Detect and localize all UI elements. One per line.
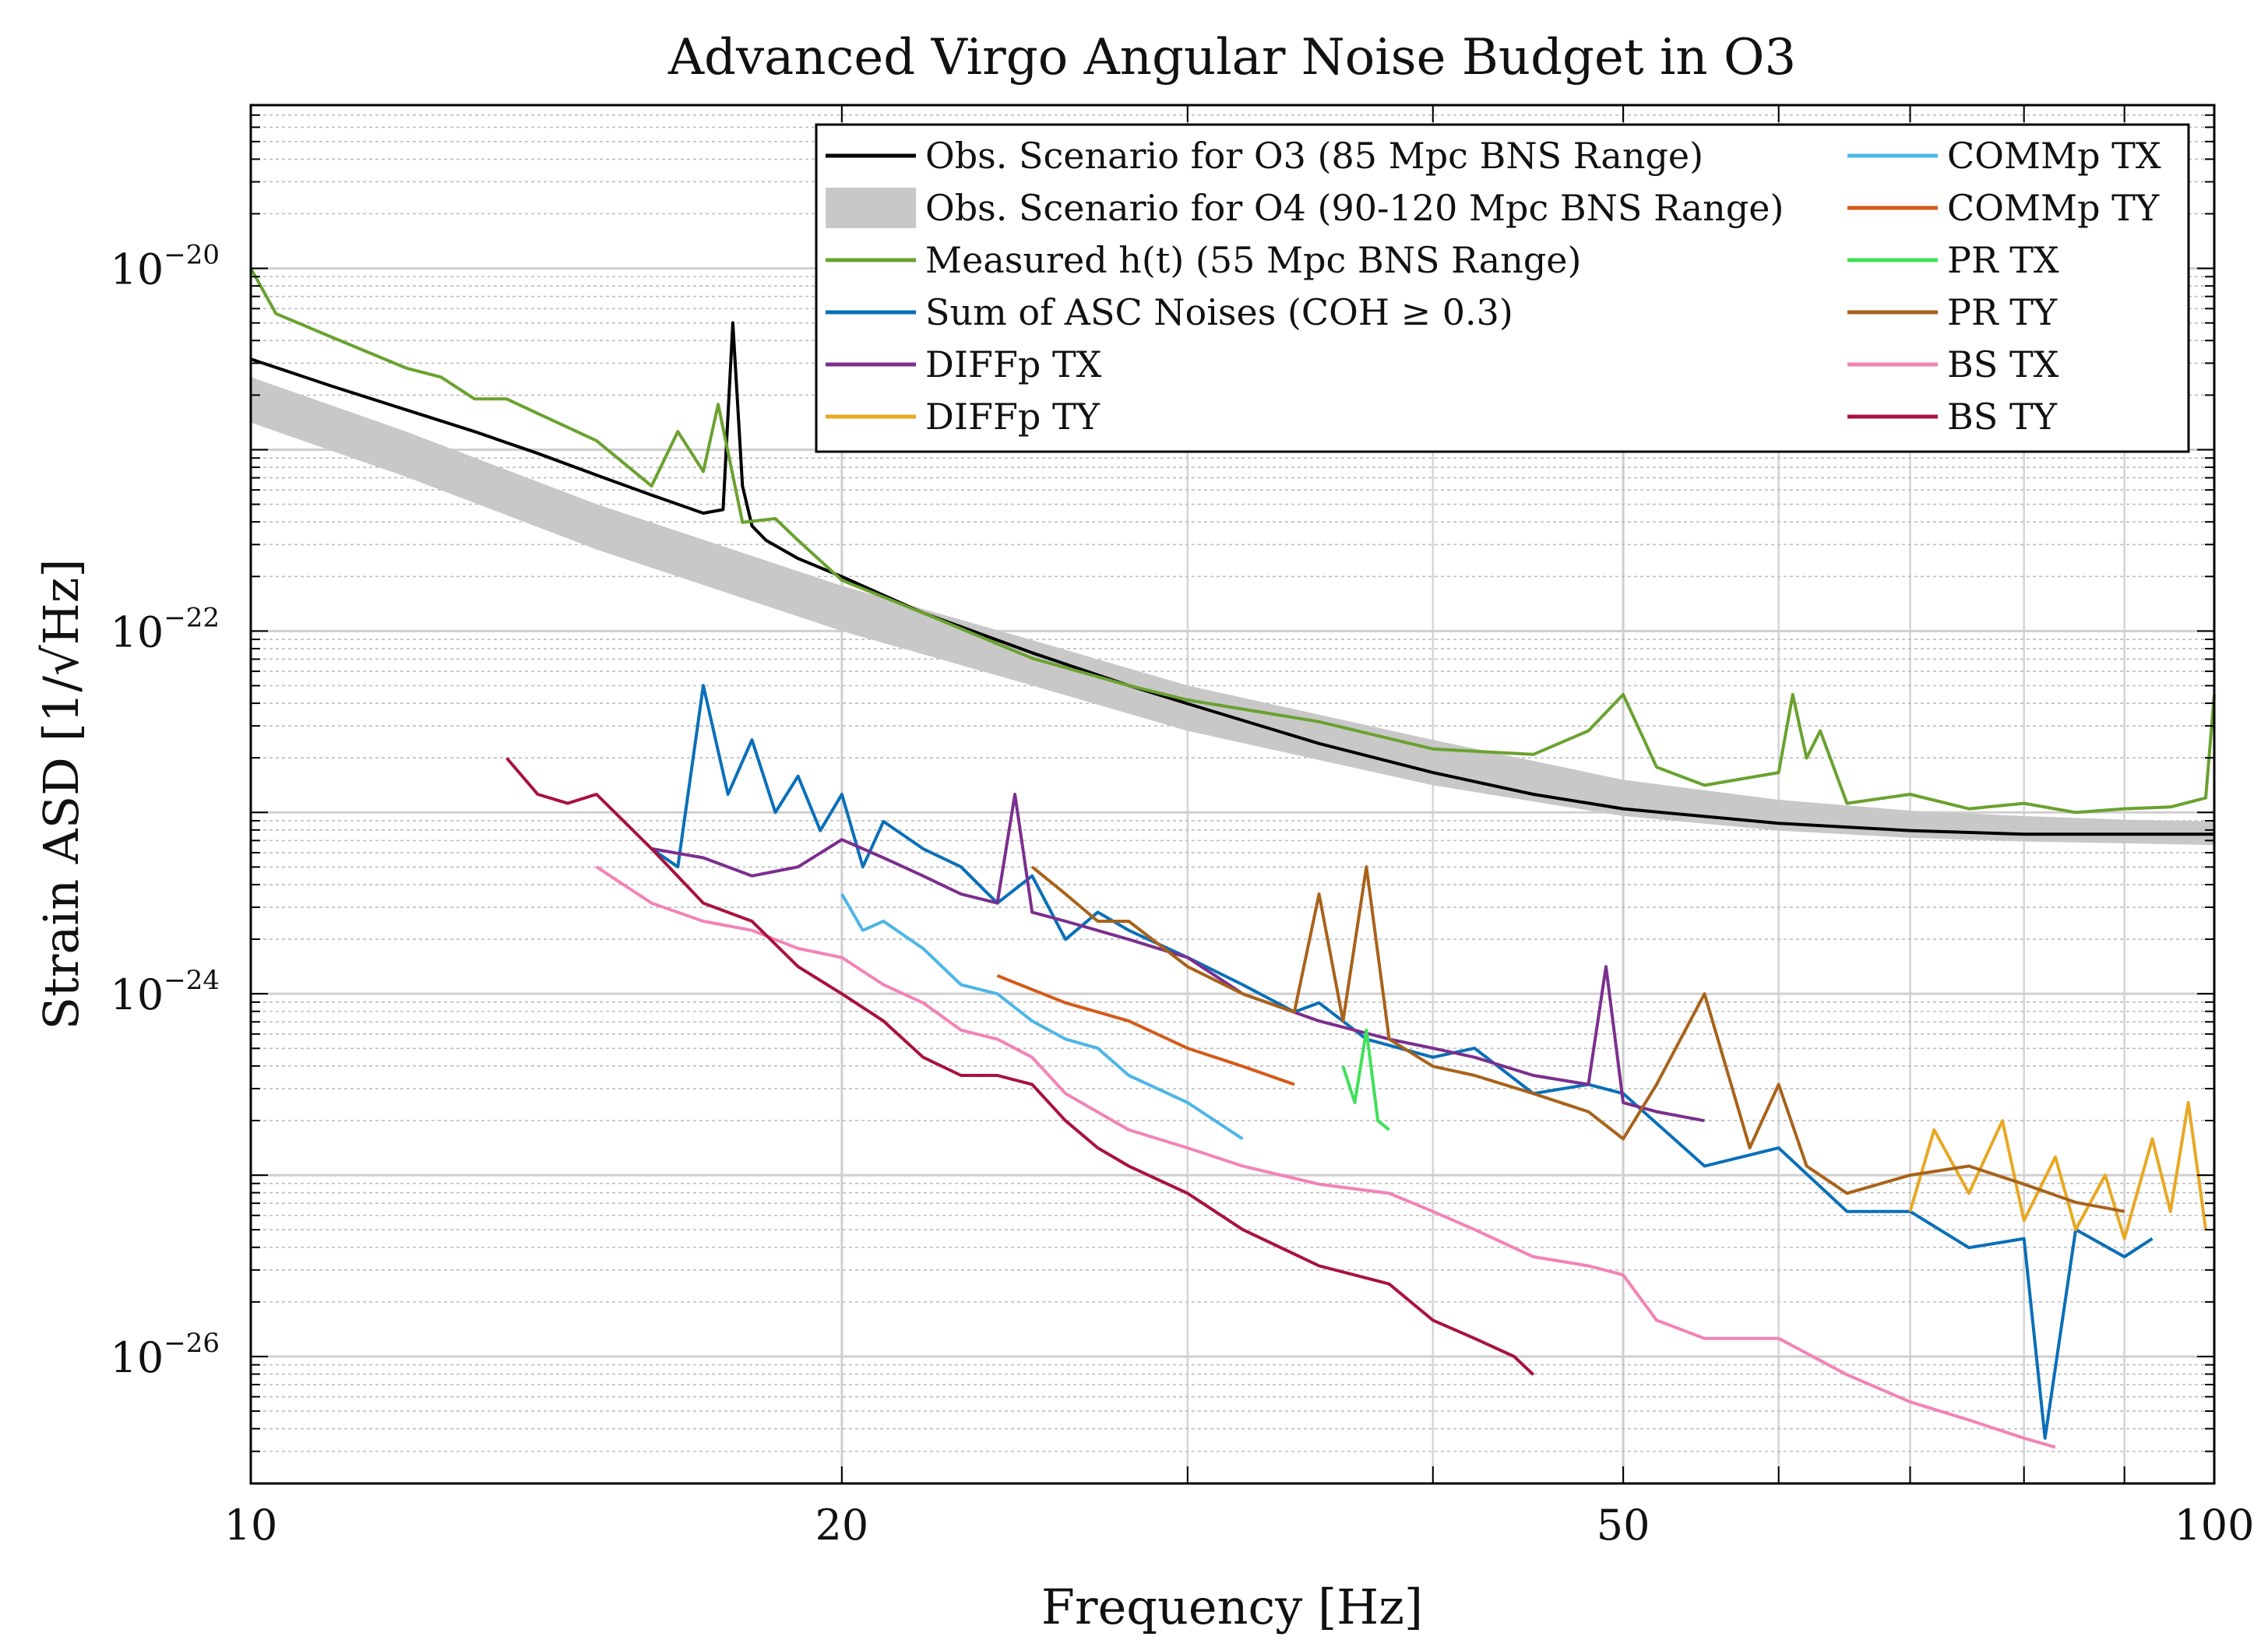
x-tick-label: 20 xyxy=(815,1501,869,1550)
series-line-obs-scenario-for-o3-85-mpc-bns-range xyxy=(250,321,2214,836)
y-tick-exponent: −24 xyxy=(164,965,220,996)
legend-entry-label: DIFFp TX xyxy=(925,343,1102,385)
legend-entry-label: Obs. Scenario for O4 (90-120 Mpc BNS Ran… xyxy=(925,187,1784,229)
series-line-bs-ty xyxy=(505,757,1535,1376)
series-line-diffp-tx xyxy=(651,793,1705,1123)
y-tick-exponent: −22 xyxy=(164,602,220,633)
y-tick-exponent: −20 xyxy=(164,240,220,271)
x-tick-label: 100 xyxy=(2174,1501,2254,1550)
x-tick-label: 50 xyxy=(1597,1501,1650,1550)
legend-entry-label: DIFFp TY xyxy=(925,396,1101,438)
y-axis-label: Strain ASD [1/√Hz] xyxy=(33,558,90,1029)
legend-entry-label: COMMp TY xyxy=(1947,187,2160,229)
legend: Obs. Scenario for O3 (85 Mpc BNS Range) O… xyxy=(815,123,2190,453)
series-line-diffp-ty xyxy=(1908,1100,2207,1241)
legend-entry-label: COMMp TX xyxy=(1947,135,2161,177)
legend-entry-label: Obs. Scenario for O3 (85 Mpc BNS Range) xyxy=(925,135,1703,177)
series-line-sum-of-asc-noises-coh-0-3 xyxy=(650,684,2154,1440)
legend-entry-label: BS TX xyxy=(1947,343,2059,385)
plot-frame xyxy=(249,104,2216,1485)
series-layer xyxy=(249,267,2216,1449)
y-tick-exponent: −26 xyxy=(164,1328,220,1359)
series-line-bs-tx xyxy=(595,865,2056,1449)
legend-box xyxy=(815,123,2190,453)
x-axis-label: Frequency [Hz] xyxy=(1041,1578,1423,1635)
x-tick-label: 10 xyxy=(224,1501,278,1550)
series-line-pr-tx xyxy=(1341,1028,1390,1131)
series-line-commp-tx xyxy=(840,893,1244,1141)
legend-swatch-band xyxy=(826,188,916,228)
series-line-pr-ty xyxy=(1030,865,2125,1213)
series-line-measured-h-t-55-mpc-bns-range xyxy=(249,267,2216,815)
legend-entry-label: Sum of ASC Noises (COH ≥ 0.3) xyxy=(925,291,1513,333)
chart-title: Advanced Virgo Angular Noise Budget in O… xyxy=(667,29,1796,86)
legend-entry-label: PR TY xyxy=(1947,291,2058,333)
legend-entry-label: PR TX xyxy=(1947,239,2059,281)
series-line-commp-ty xyxy=(996,974,1295,1086)
legend-entry-label: Measured h(t) (55 Mpc BNS Range) xyxy=(925,239,1581,281)
legend-entry-label: BS TY xyxy=(1947,396,2058,438)
y-tick-label: 10−24 xyxy=(111,965,220,1019)
